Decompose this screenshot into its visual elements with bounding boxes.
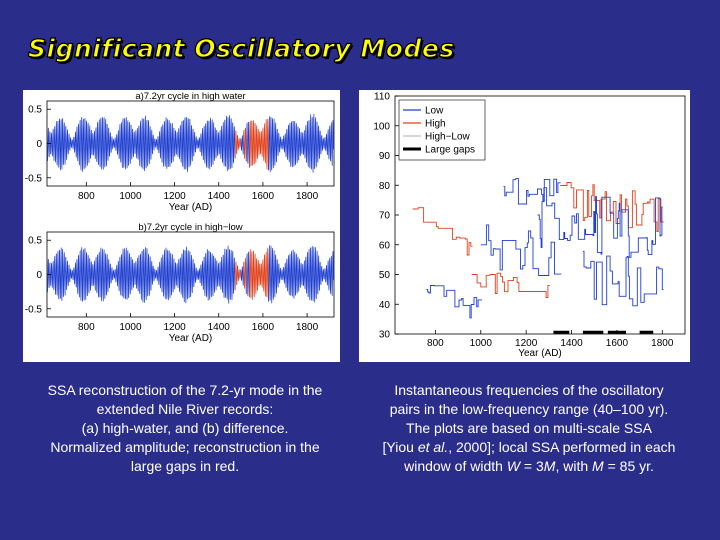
x-tick-label: 800 [427,338,444,349]
oscillation-line [245,251,250,298]
right-figure-panel: 110 100 90 80 70 60 50 40 30 800 1000 1200 1400 1600 1… [359,90,690,362]
legend-label: High [425,119,446,130]
window-text: = 3 [520,458,544,474]
left-caption-line: extended Nile River records: [96,401,274,417]
low-frequency-track [582,250,664,307]
frequency-plot: 110 100 90 80 70 60 50 40 30 800 1000 1200 1400 1600 1… [373,92,686,359]
oscillation-line [268,113,334,173]
left-caption-line: large gaps in red. [130,458,240,474]
low-frequency-track [426,285,483,319]
low-frequency-track [537,187,663,258]
x-tick-label: 1000 [119,191,142,202]
right-caption-line: The plots are based on multi-scale SSA [406,420,652,436]
window-text: , with [555,458,593,474]
high-frequency-track [471,272,550,298]
low-frequency-track [503,178,561,205]
right-caption-line: [Yiou et al., 2000]; local SSA performed… [360,438,698,457]
oscillation-line [240,261,245,286]
left-caption-line: (a) high-water, and (b) difference. [81,420,289,436]
y-tick-label: 30 [379,330,391,341]
right-caption-line: window of width W = 3M, with M = 85 yr. [360,457,698,476]
y-tick-label: 60 [379,240,391,251]
x-axis-label: Year (AD) [518,348,562,359]
plot-title: a)7.2yr cycle in high water [135,91,245,102]
gap-reconstruction-line [234,261,242,291]
x-tick-label: 1200 [163,191,186,202]
left-caption: SSA reconstruction of the 7.2-yr mode in… [16,381,354,476]
y-tick-label: 0 [36,139,42,150]
oscillation-line [47,115,236,173]
y-tick-label: 0.5 [28,105,42,116]
x-tick-label: 1400 [560,338,583,349]
x-tick-label: 800 [78,191,95,202]
window-symbol-m: M [592,458,604,474]
x-axis-label: Year (AD) [169,202,213,213]
right-caption-line: Instantaneous frequencies of the oscilla… [394,382,664,398]
x-tick-label: 1600 [252,322,275,333]
x-tick-label: 1800 [296,191,319,202]
x-tick-label: 1600 [252,191,275,202]
gap-reconstruction-line [243,258,247,295]
x-tick-label: 1200 [163,322,186,333]
right-caption: Instantaneous frequencies of the oscilla… [360,381,698,476]
oscillation-line [47,245,236,304]
legend-label: High−Low [425,132,471,143]
x-tick-label: 1000 [119,322,142,333]
oscillation-line [245,121,250,168]
y-tick-label: 0.5 [28,236,42,247]
left-caption-line: SSA reconstruction of the 7.2-yr mode in… [47,382,323,398]
citation-suffix: , 2000]; local SSA performed in each [448,439,676,455]
x-tick-label: 1400 [208,191,231,202]
left-caption-line: Normalized amplitude; reconstruction in … [50,439,320,455]
low-frequency-track [480,224,562,276]
left-figure-panel: 0.5 0 -0.5 800 1000 1200 1400 1600 1800 a)7.2yr c… [23,90,340,362]
x-tick-label: 1400 [208,322,231,333]
x-axis-label: Year (AD) [169,333,213,344]
x-tick-label: 800 [78,322,95,333]
y-tick-label: 110 [374,92,390,103]
citation-prefix: [Yiou [382,439,418,455]
x-tick-label: 1000 [470,338,493,349]
x-tick-label: 1200 [515,338,538,349]
oscillation-line [268,245,334,304]
oscillation-plots: 0.5 0 -0.5 800 1000 1200 1400 1600 1800 a)7.2yr c… [25,91,335,344]
slide-title: Significant Oscillatory Modes [27,33,455,63]
window-symbol-w: W [506,458,521,474]
right-caption-line: pairs in the low-frequency range (40–100… [389,401,669,417]
gap-reconstruction-line [243,127,247,162]
gap-reconstruction-line [249,118,269,170]
legend-label: Large gaps [425,145,475,156]
oscillation-line [240,130,245,155]
y-tick-label: 0 [36,270,42,281]
x-tick-label: 1800 [651,338,674,349]
gap-reconstruction-line [249,247,269,300]
y-tick-label: 80 [379,181,391,192]
y-tick-label: 100 [373,121,390,132]
high-frequency-track [412,207,473,256]
y-tick-label: -0.5 [25,304,43,315]
x-tick-label: 1600 [606,338,629,349]
high-frequency-track [560,182,664,232]
window-text: = 85 yr. [603,458,654,474]
y-tick-label: 70 [379,211,391,222]
window-symbol-m: M [543,458,556,474]
citation-etal: et al. [417,439,449,455]
y-tick-label: 40 [379,300,391,311]
y-tick-label: -0.5 [25,173,43,184]
gap-reconstruction-line [234,130,242,159]
plot-title: b)7.2yr cycle in high−low [138,222,242,233]
y-tick-label: 90 [379,151,391,162]
legend-label: Low [425,106,444,117]
y-tick-label: 50 [379,270,391,281]
window-text: window of width [404,458,507,474]
x-tick-label: 1800 [296,322,319,333]
